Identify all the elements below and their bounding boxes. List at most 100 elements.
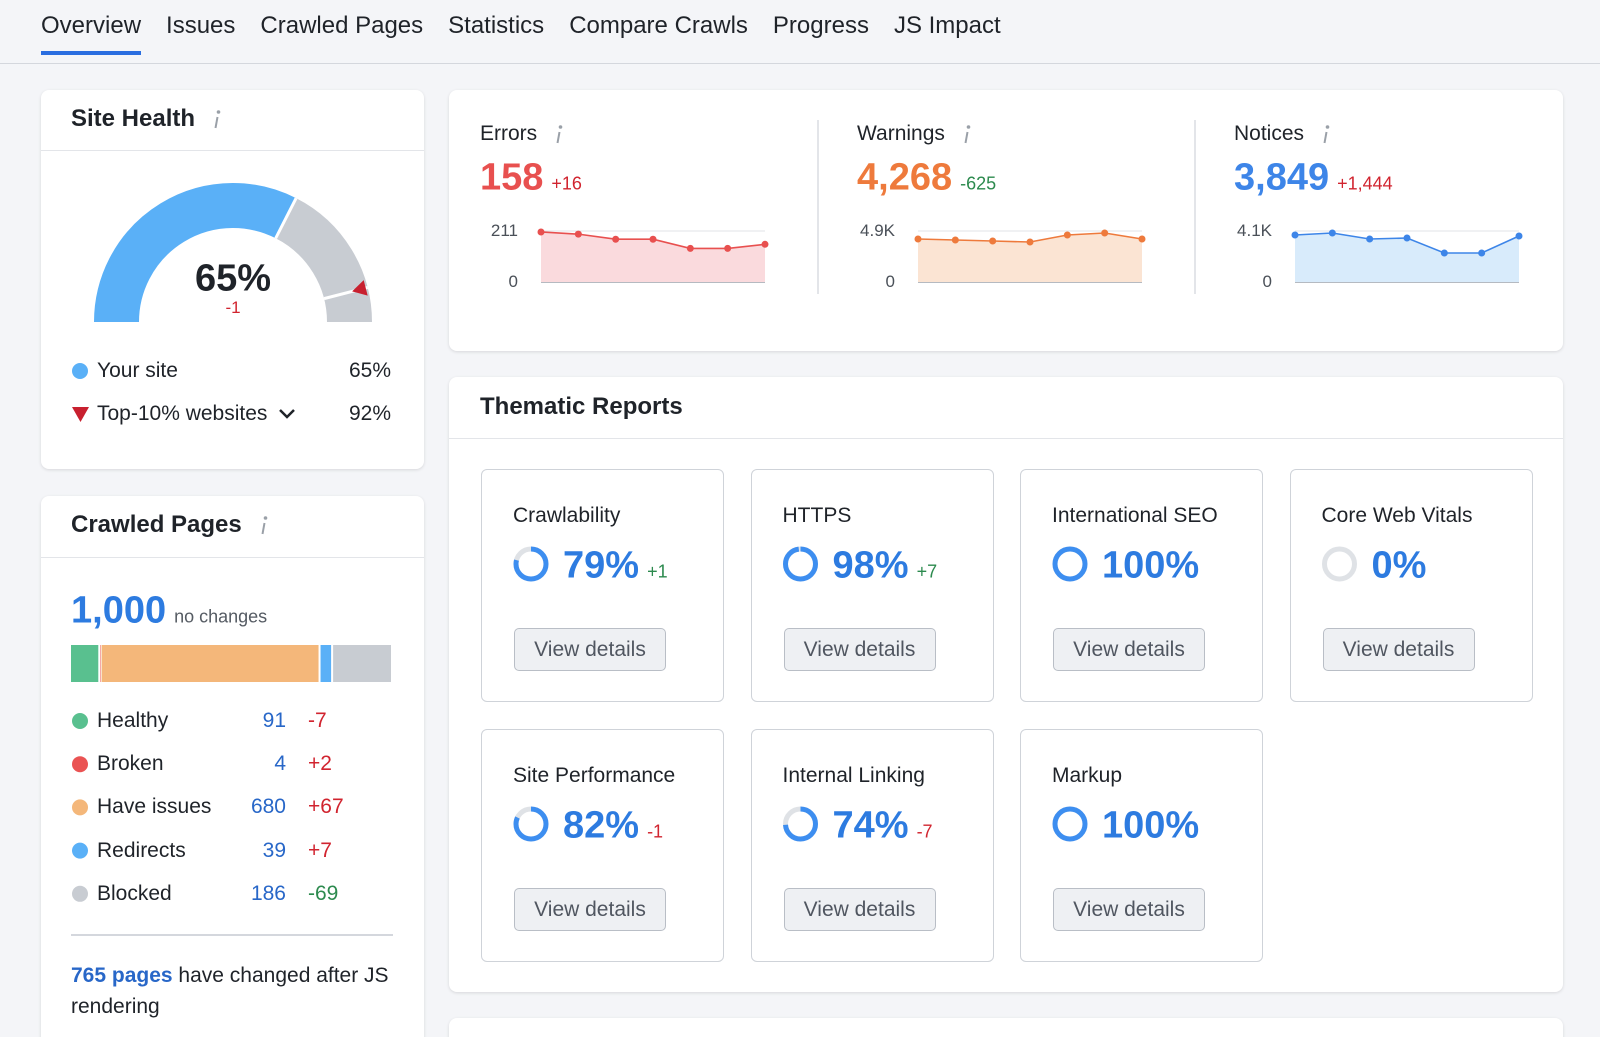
view-details-button[interactable]: View details	[514, 628, 666, 671]
report-card: International SEO 100% View details	[1020, 469, 1263, 702]
total-row: 1,000 no changes	[71, 590, 267, 633]
tab[interactable]: Issues	[166, 12, 236, 39]
view-details-button[interactable]: View details	[1053, 628, 1205, 671]
info-stem	[261, 522, 266, 535]
y-tick-label: 0	[1262, 272, 1272, 291]
card-title: Site Health	[71, 105, 196, 132]
issue-value[interactable]: 3,849	[1234, 156, 1330, 199]
row-change: -69	[308, 881, 339, 905]
issue-value[interactable]: 158	[480, 156, 544, 199]
chevron[interactable]	[277, 407, 297, 421]
tab[interactable]: JS Impact	[893, 12, 1001, 39]
info-dot	[1325, 125, 1330, 129]
score-row: 0%	[1372, 545, 1427, 588]
tab[interactable]: Statistics	[448, 12, 545, 39]
issue-value-row: 158 +16	[480, 157, 582, 200]
footer-text: 765 pages have changed after JS renderin…	[71, 960, 401, 1022]
legend-label[interactable]: Top-10% websites	[97, 402, 297, 426]
issue-change: +1,444	[1337, 173, 1393, 194]
info-stem	[214, 116, 219, 129]
separator	[817, 120, 819, 294]
divider	[449, 438, 1563, 439]
y-tick-label: 4.9K	[860, 221, 895, 240]
issue-value[interactable]: 4,268	[857, 156, 953, 199]
report-score[interactable]: 74%	[832, 804, 909, 847]
report-change: +1	[647, 561, 668, 582]
score: 65%	[194, 257, 272, 300]
info-dot	[263, 516, 268, 520]
view-details-button[interactable]: View details	[514, 888, 666, 931]
tab[interactable]: Overview	[41, 12, 142, 55]
row-change: +7	[308, 838, 332, 862]
issue-label[interactable]: Warnings	[857, 122, 945, 145]
row-value[interactable]: 4	[274, 752, 286, 776]
info-icon[interactable]	[258, 514, 270, 536]
info-dot	[558, 125, 563, 129]
info-icon[interactable]	[211, 108, 223, 130]
row-change: +67	[308, 795, 344, 819]
report-score[interactable]: 100%	[1102, 804, 1200, 847]
info-dot	[216, 110, 221, 114]
report-card: Site Performance 82% -1 View details	[481, 729, 724, 962]
report-card: Internal Linking 74% -7 View details	[750, 729, 994, 962]
info-icon[interactable]	[961, 123, 973, 145]
chevron-line	[279, 409, 296, 419]
next-card	[449, 1018, 1563, 1037]
row-label: Blocked	[97, 881, 172, 905]
row-value[interactable]: 186	[250, 881, 286, 905]
total: 1,000	[71, 589, 167, 632]
tab[interactable]: Compare Crawls	[569, 12, 748, 39]
row-change: +2	[308, 752, 332, 776]
y-tick-label: 4.1K	[1237, 221, 1272, 240]
view-details-button[interactable]: View details	[1322, 628, 1475, 671]
score-row: 74% -7	[833, 805, 933, 848]
report-score[interactable]: 100%	[1102, 544, 1200, 587]
crawled-pages-card	[41, 496, 424, 1037]
y-tick-label: 0	[508, 272, 518, 291]
tab[interactable]: Crawled Pages	[260, 12, 424, 39]
view-details-button[interactable]: View details	[783, 888, 936, 931]
tabs: Overview Issues Crawled Pages Statistics Com…	[41, 12, 1001, 55]
issue-change: -625	[960, 173, 997, 194]
view-details-button[interactable]: View details	[783, 628, 936, 671]
row-label: Healthy	[97, 709, 169, 732]
info-stem	[1323, 131, 1328, 144]
report-change: -1	[647, 821, 664, 842]
row-value[interactable]: 91	[262, 709, 286, 732]
footer-link[interactable]: 765 pages	[71, 964, 173, 987]
report-change: -7	[916, 821, 933, 842]
y-tick-label: 211	[490, 221, 518, 240]
row-value[interactable]: 39	[262, 838, 286, 862]
report-score[interactable]: 79%	[563, 544, 640, 587]
report-card: Crawlability 79% +1 View details	[481, 469, 724, 702]
info-stem	[964, 131, 969, 144]
view-details-button[interactable]: View details	[1053, 888, 1205, 931]
row-label: Have issues	[97, 795, 212, 819]
separator	[1194, 120, 1196, 294]
report-score[interactable]: 98%	[832, 544, 909, 587]
report-score[interactable]: 0%	[1371, 544, 1427, 587]
tab[interactable]: Progress	[772, 12, 869, 39]
footer-note: have changed after JS rendering	[71, 964, 389, 1018]
card-header: Site Health	[71, 105, 223, 133]
report-name: Markup	[1052, 764, 1123, 787]
score-row: 98% +7	[833, 545, 938, 588]
issue-label[interactable]: Notices	[1234, 122, 1305, 145]
report-card: Core Web Vitals 0% View details	[1289, 469, 1533, 702]
issues-card	[449, 90, 1563, 351]
report-name: International SEO	[1052, 504, 1218, 527]
report-score[interactable]: 82%	[563, 804, 640, 847]
card-title: Thematic Reports	[480, 393, 683, 420]
row-change: -7	[308, 709, 327, 732]
info-icon[interactable]	[1320, 123, 1332, 145]
report-card: Markup 100% View details	[1020, 729, 1263, 962]
info-icon[interactable]	[553, 123, 565, 145]
row-value[interactable]: 680	[250, 795, 286, 819]
issue-label[interactable]: Errors	[480, 122, 538, 145]
issue-change: +16	[551, 173, 582, 194]
issue-header: Errors	[480, 122, 565, 146]
issue-header: Warnings	[857, 122, 973, 146]
tab-bar	[0, 0, 1600, 64]
report-name: Internal Linking	[782, 764, 925, 787]
